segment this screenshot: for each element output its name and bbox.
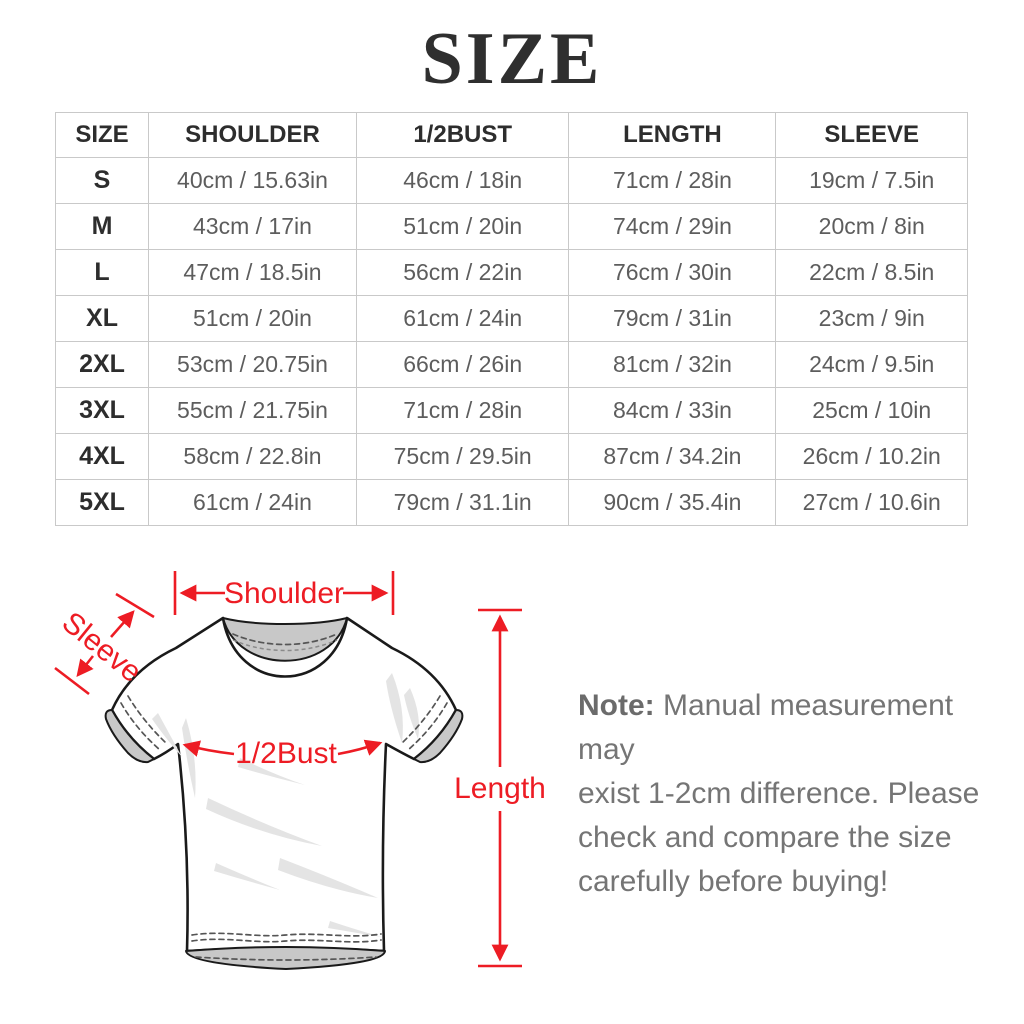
size-label-cell: S: [54, 157, 150, 204]
size-table: SIZE SHOULDER 1/2BUST LENGTH SLEEVE S 40cm / …: [54, 112, 968, 526]
measurement-cell: 26cm / 10.2in: [775, 433, 968, 480]
size-label-cell: 3XL: [54, 387, 150, 434]
measurement-cell: 74cm / 29in: [568, 203, 777, 250]
table-row: L 47cm / 18.5in 56cm / 22in 76cm / 30in 22cm…: [54, 249, 968, 296]
column-header: LENGTH: [568, 112, 777, 158]
note-line: check and compare the size: [578, 821, 952, 854]
measurement-cell: 61cm / 24in: [355, 295, 570, 342]
note-text: Note: Manual measurement may exist 1-2cm…: [578, 684, 1008, 904]
tshirt-drawing: [104, 616, 464, 970]
bust-label: 1/2Bust: [235, 737, 337, 770]
shoulder-label: Shoulder: [224, 577, 344, 610]
measurement-cell: 51cm / 20in: [148, 295, 357, 342]
measurement-cell: 40cm / 15.63in: [148, 157, 357, 204]
header-row: SIZE SHOULDER 1/2BUST LENGTH SLEEVE: [54, 112, 968, 158]
column-header: 1/2BUST: [355, 112, 570, 158]
table-row: 2XL 53cm / 20.75in 66cm / 26in 81cm / 32in 2…: [54, 341, 968, 388]
left-cuff: [104, 709, 155, 764]
size-label-cell: 2XL: [54, 341, 150, 388]
table-row: 5XL 61cm / 24in 79cm / 31.1in 90cm / 35.4in…: [54, 479, 968, 526]
hem-band: [185, 946, 386, 970]
size-label-cell: XL: [54, 295, 150, 342]
measurement-cell: 55cm / 21.75in: [148, 387, 357, 434]
table-row: 3XL 55cm / 21.75in 71cm / 28in 84cm / 33in 2…: [54, 387, 968, 434]
measurement-cell: 79cm / 31.1in: [355, 479, 570, 526]
size-label-cell: M: [54, 203, 150, 250]
measurement-cell: 27cm / 10.6in: [775, 479, 968, 526]
note-line-rest: Manual measurement may: [578, 689, 954, 766]
measurement-cell: 51cm / 20in: [355, 203, 570, 250]
measurement-cell: 76cm / 30in: [568, 249, 777, 296]
measurement-cell: 22cm / 8.5in: [775, 249, 968, 296]
table-row: 4XL 58cm / 22.8in 75cm / 29.5in 87cm / 34.2…: [54, 433, 968, 480]
measurement-cell: 46cm / 18in: [355, 157, 570, 204]
measurement-cell: 20cm / 8in: [775, 203, 968, 250]
column-header: SLEEVE: [775, 112, 968, 158]
table-row: XL 51cm / 20in 61cm / 24in 79cm / 31in 23cm …: [54, 295, 968, 342]
measurement-cell: 19cm / 7.5in: [775, 157, 968, 204]
measurement-cell: 79cm / 31in: [568, 295, 777, 342]
note-line: Note: Manual measurement may: [578, 684, 1008, 772]
measurement-cell: 87cm / 34.2in: [568, 433, 777, 480]
table-row: S 40cm / 15.63in 46cm / 18in 71cm / 28in 19c…: [54, 157, 968, 204]
measurement-cell: 56cm / 22in: [355, 249, 570, 296]
measurement-cell: 25cm / 10in: [775, 387, 968, 434]
length-label: Length: [454, 772, 546, 805]
measurement-cell: 71cm / 28in: [568, 157, 777, 204]
measurement-cell: 61cm / 24in: [148, 479, 357, 526]
page-title: SIZE: [421, 18, 603, 100]
measurement-cell: 47cm / 18.5in: [148, 249, 357, 296]
size-table-body: S 40cm / 15.63in 46cm / 18in 71cm / 28in 19c…: [54, 157, 968, 526]
size-label-cell: L: [54, 249, 150, 296]
measurement-cell: 84cm / 33in: [568, 387, 777, 434]
tshirt-measurement-diagram: Shoulder Sleeve 1/2Bust Length: [54, 571, 546, 970]
measurement-cell: 53cm / 20.75in: [148, 341, 357, 388]
measurement-cell: 81cm / 32in: [568, 341, 777, 388]
collar-inner: [222, 617, 348, 662]
measurement-cell: 24cm / 9.5in: [775, 341, 968, 388]
sleeve-label: Sleeve: [56, 606, 148, 689]
column-header: SIZE: [54, 112, 150, 158]
table-row: M 43cm / 17in 51cm / 20in 74cm / 29in 20cm /…: [54, 203, 968, 250]
measurement-cell: 58cm / 22.8in: [148, 433, 357, 480]
note-line: exist 1-2cm difference. Please: [578, 777, 980, 810]
measurement-cell: 66cm / 26in: [355, 341, 570, 388]
measurement-cell: 43cm / 17in: [148, 203, 357, 250]
measurement-cell: 23cm / 9in: [775, 295, 968, 342]
size-label-cell: 4XL: [54, 433, 150, 480]
measurement-cell: 71cm / 28in: [355, 387, 570, 434]
size-label-cell: 5XL: [54, 479, 150, 526]
measurement-cell: 90cm / 35.4in: [568, 479, 777, 526]
column-header: SHOULDER: [148, 112, 357, 158]
right-cuff: [413, 709, 464, 764]
measurement-cell: 75cm / 29.5in: [355, 433, 570, 480]
note-prefix: Note:: [578, 689, 655, 722]
note-line: carefully before buying!: [578, 865, 889, 898]
